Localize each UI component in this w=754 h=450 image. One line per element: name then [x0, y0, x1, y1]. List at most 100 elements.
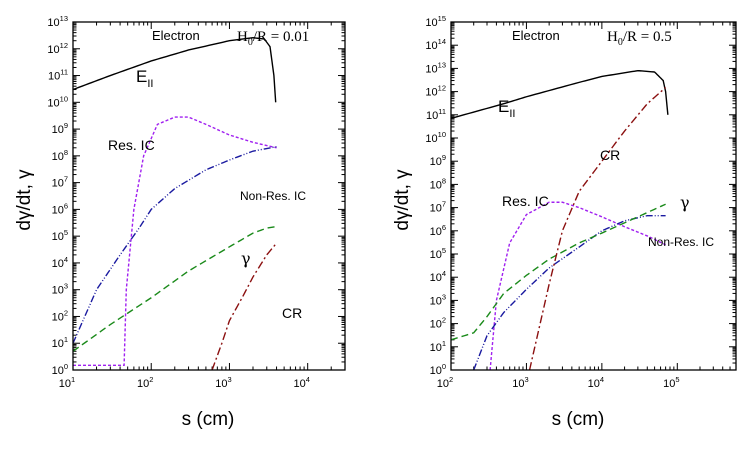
right-x-axis-label: s (cm): [552, 409, 605, 430]
tick-base: 10: [588, 378, 600, 390]
tick-base: 10: [47, 97, 59, 109]
tick-exp: 4: [442, 269, 446, 278]
left-panel-title: Electron: [152, 28, 200, 43]
tick-exp: 6: [64, 201, 68, 210]
left-series-cr: [211, 242, 278, 371]
right-y-axis-label: dγ/dt, γ: [392, 169, 413, 231]
right-panel: 1001011021031041051061071081091010101110…: [392, 14, 737, 430]
left-y-tick-label: 101: [52, 335, 68, 350]
left-param-sub: 0: [248, 37, 253, 48]
left-ann-non-res-ic: Non-Res. IC: [240, 189, 306, 203]
tick-exp: 13: [60, 14, 68, 23]
tick-base: 10: [425, 133, 437, 145]
tick-exp: 9: [64, 121, 68, 130]
left-y-tick-label: 1011: [48, 68, 68, 83]
right-y-tick-label: 1014: [425, 37, 446, 52]
tick-base: 10: [437, 378, 449, 390]
tick-exp: 3: [64, 282, 68, 291]
tick-base: 10: [52, 258, 64, 270]
right-panel-ticks: 1001011021031041051061071081091010101110…: [425, 14, 736, 390]
left-ann-e-main: E: [136, 67, 147, 86]
tick-base: 10: [663, 378, 675, 390]
left-y-tick-label: 109: [52, 121, 68, 136]
tick-exp: 2: [64, 308, 68, 317]
tick-exp: 8: [64, 148, 68, 157]
right-series-res-ic: [489, 201, 666, 371]
right-y-tick-label: 1013: [425, 60, 446, 75]
right-x-tick-label: 105: [663, 375, 679, 390]
tick-exp: 5: [442, 246, 446, 255]
tick-base: 10: [52, 124, 64, 136]
right-y-tick-label: 105: [430, 246, 446, 261]
left-y-tick-label: 1012: [47, 41, 68, 56]
left-y-axis-label: dγ/dt, γ: [14, 169, 35, 231]
left-series-γ: [72, 225, 277, 352]
tick-exp: 0: [442, 362, 446, 371]
tick-base: 10: [425, 40, 437, 52]
left-param-rest: /R = 0.01: [253, 29, 309, 45]
left-y-tick-label: 108: [52, 148, 68, 163]
right-y-tick-label: 1015: [425, 14, 446, 29]
tick-exp: 12: [438, 84, 446, 93]
right-series-cr: [528, 86, 667, 371]
left-series-res-ic: [73, 116, 277, 366]
right-ann-cr: CR: [600, 147, 620, 163]
right-y-tick-label: 107: [430, 200, 446, 215]
right-y-tick-label: 103: [430, 292, 446, 307]
left-y-tick-label: 1013: [47, 14, 68, 29]
tick-exp: 9: [442, 153, 446, 162]
tick-base: 10: [293, 378, 305, 390]
right-y-tick-label: 102: [430, 316, 446, 331]
tick-exp: 7: [64, 175, 68, 184]
right-ann-non-res-ic: Non-Res. IC: [648, 235, 714, 249]
tick-exp: 6: [442, 223, 446, 232]
tick-base: 10: [430, 249, 442, 261]
right-y-tick-label: 106: [430, 223, 446, 238]
right-y-tick-label: 1011: [426, 107, 446, 122]
left-x-tick-label: 103: [215, 375, 231, 390]
tick-base: 10: [430, 179, 442, 191]
tick-base: 10: [425, 63, 437, 75]
right-panel-frame: [450, 21, 737, 371]
right-panel-param-label: H0/R = 0.5: [607, 29, 672, 48]
left-series-non-res-ic: [72, 145, 277, 344]
left-y-tick-label: 103: [52, 282, 68, 297]
right-y-tick-label: 1012: [425, 84, 446, 99]
left-ann-gamma: γ: [241, 249, 251, 268]
right-y-tick-label: 101: [430, 339, 446, 354]
right-ann-e-parallel: EII: [498, 97, 515, 120]
right-ann-res-ic: Res. IC: [502, 193, 549, 209]
left-x-tick-label: 102: [137, 375, 153, 390]
tick-base: 10: [512, 378, 524, 390]
tick-exp: 4: [306, 375, 310, 384]
tick-exp: 10: [60, 94, 68, 103]
left-y-tick-label: 106: [52, 201, 68, 216]
right-x-tick-label: 104: [588, 375, 604, 390]
tick-exp: 7: [442, 200, 446, 209]
tick-exp: 13: [438, 60, 446, 69]
left-ann-res-ic: Res. IC: [108, 137, 155, 153]
tick-base: 10: [430, 156, 442, 168]
left-series-e-ii: [72, 36, 277, 103]
right-x-tick-label: 102: [437, 375, 453, 390]
tick-base: 10: [52, 365, 64, 377]
right-panel-curves: [450, 69, 669, 371]
tick-base: 10: [137, 378, 149, 390]
left-panel-param-label: H0/R = 0.01: [237, 29, 309, 48]
tick-exp: 11: [60, 68, 68, 77]
right-x-tick-label: 103: [512, 375, 528, 390]
tick-base: 10: [426, 110, 438, 122]
left-y-tick-label: 102: [52, 308, 68, 323]
left-y-tick-label: 100: [52, 362, 68, 377]
tick-exp: 1: [71, 375, 75, 384]
tick-exp: 4: [64, 255, 68, 264]
left-ann-e-sub: II: [147, 78, 153, 90]
right-panel-title: Electron: [512, 28, 560, 43]
tick-base: 10: [52, 151, 64, 163]
left-y-tick-label: 104: [52, 255, 68, 270]
right-y-tick-label: 109: [430, 153, 446, 168]
tick-exp: 4: [600, 375, 604, 384]
tick-exp: 3: [442, 292, 446, 301]
left-panel: 1001011021031041051061071081091010101110…: [14, 14, 346, 430]
right-series-e-ii: [450, 69, 669, 120]
